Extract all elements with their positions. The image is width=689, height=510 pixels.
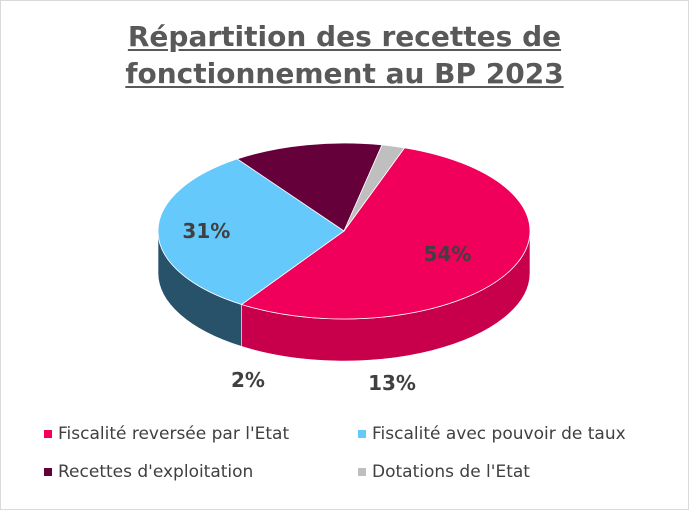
legend-swatch-2 (44, 468, 52, 476)
data-label-2: 13% (368, 371, 416, 395)
pie-top-faces (157, 142, 531, 320)
legend-swatch-3 (358, 468, 366, 476)
pie-slice-0 (240, 147, 531, 320)
legend-label-1: Fiscalité avec pouvoir de taux (372, 424, 626, 444)
legend-swatch-1 (358, 430, 366, 438)
pie-slice-1 (157, 158, 345, 305)
pie-slice-2 (236, 142, 383, 232)
legend-item-2: Recettes d'exploitation (44, 462, 253, 482)
chart-title-line-2: fonctionnement au BP 2023 (125, 57, 564, 90)
legend-item-1: Fiscalité avec pouvoir de taux (358, 424, 626, 444)
chart-title-line-1: Répartition des recettes de (127, 20, 562, 53)
legend-swatch-0 (44, 430, 52, 438)
legend-item-3: Dotations de l'Etat (358, 462, 530, 482)
legend-item-0: Fiscalité reversée par l'Etat (44, 424, 289, 444)
data-label-3: 2% (231, 368, 265, 392)
chart-title: Répartition des recettes de fonctionneme… (0, 18, 689, 92)
chart-legend: Fiscalité reversée par l'Etat Fiscalité a… (0, 420, 689, 500)
pie-slice-3 (343, 144, 406, 232)
pie-chart: 54% 31% 13% 2% (157, 142, 531, 395)
data-label-0: 54% (424, 242, 472, 266)
legend-label-0: Fiscalité reversée par l'Etat (58, 424, 290, 444)
data-label-1: 31% (182, 219, 230, 243)
legend-label-3: Dotations de l'Etat (372, 462, 530, 482)
legend-label-2: Recettes d'exploitation (58, 462, 254, 482)
